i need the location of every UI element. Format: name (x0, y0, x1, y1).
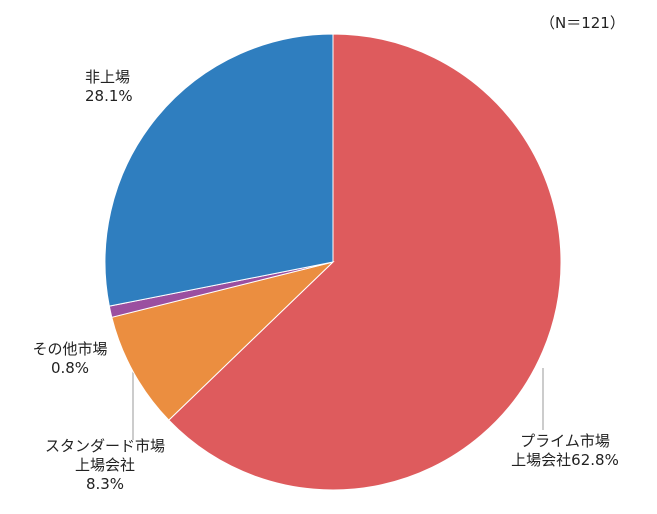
category-label: プライム市場 上場会社 (511, 432, 610, 469)
pie-slice (111, 261, 335, 421)
category-label: スタンダード市場 上場会社 (44, 437, 165, 474)
slice-label: その他市場 0.8% (10, 340, 130, 378)
annotation: （N＝121） (540, 14, 625, 32)
value-label: 28.1% (85, 87, 133, 105)
value-label: 0.8% (50, 359, 90, 377)
value-label: 62.8% (571, 451, 619, 469)
slice-label: スタンダード市場 上場会社 8.3% (20, 437, 190, 494)
pie-slice (104, 33, 334, 307)
slice-label: 非上場 28.1% (85, 68, 175, 106)
category-label: その他市場 (32, 340, 108, 358)
slice-label: プライム市場 上場会社62.8% (495, 432, 635, 470)
value-label: 8.3% (85, 475, 125, 493)
pie-slice (168, 33, 562, 491)
category-label: 非上場 (85, 68, 131, 86)
